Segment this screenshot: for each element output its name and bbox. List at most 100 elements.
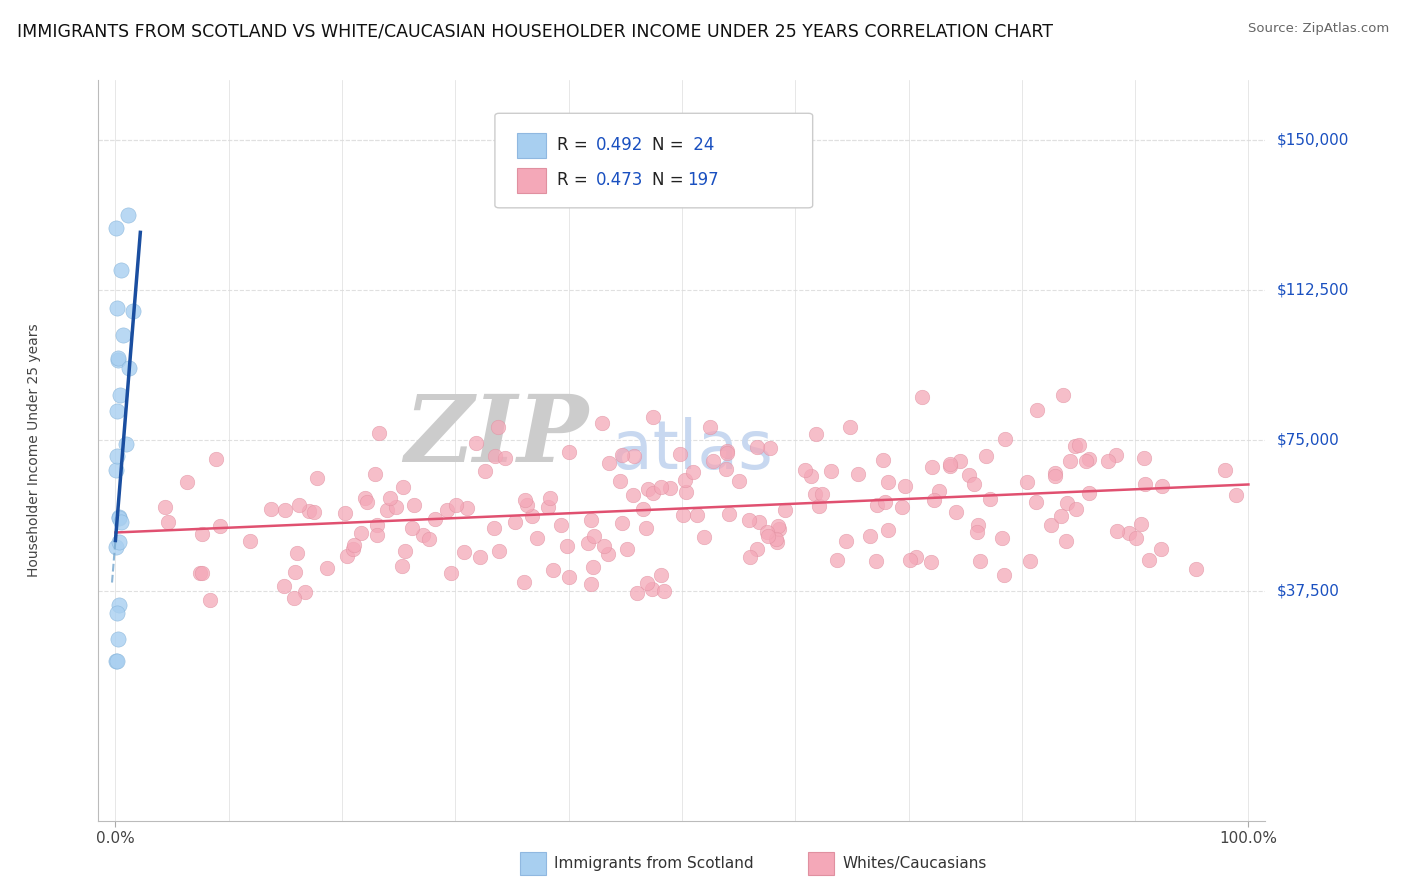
Point — [484, 449, 506, 463]
Point — [1059, 454, 1081, 468]
Point — [1040, 518, 1063, 533]
Point — [115, 437, 138, 451]
Text: 0.492: 0.492 — [596, 136, 644, 154]
Point — [1054, 534, 1077, 549]
Point — [105, 301, 128, 316]
Point — [979, 492, 1001, 507]
Point — [288, 498, 311, 512]
Point — [598, 547, 620, 561]
Point — [593, 539, 616, 553]
Point — [1052, 388, 1074, 402]
Point — [1050, 508, 1073, 523]
Point — [1118, 526, 1140, 541]
Point — [107, 511, 129, 525]
Point — [579, 577, 602, 591]
Point — [375, 503, 398, 517]
Point — [1225, 488, 1247, 502]
Text: R =: R = — [557, 136, 593, 154]
Point — [966, 517, 988, 532]
Point — [893, 479, 915, 493]
Point — [198, 592, 221, 607]
Point — [581, 559, 603, 574]
Point — [239, 534, 262, 549]
Point — [846, 467, 869, 482]
Point — [453, 544, 475, 558]
Point — [156, 515, 179, 529]
Point — [418, 532, 440, 546]
Point — [391, 559, 413, 574]
Point — [356, 495, 378, 509]
Point — [494, 451, 516, 466]
Point — [804, 427, 827, 442]
Point — [107, 353, 129, 368]
Point — [1043, 469, 1066, 483]
Point — [1074, 454, 1097, 468]
Point — [579, 513, 602, 527]
Point — [693, 530, 716, 544]
Point — [804, 486, 827, 500]
Point — [366, 528, 388, 542]
Point — [768, 522, 790, 536]
Text: Whites/Caucasians: Whites/Caucasians — [842, 856, 987, 871]
Point — [105, 449, 128, 463]
Point — [922, 492, 945, 507]
Point — [621, 488, 644, 502]
Point — [108, 535, 131, 549]
Point — [637, 483, 659, 497]
Text: atlas: atlas — [612, 417, 773, 483]
Point — [1019, 554, 1042, 568]
Point — [598, 457, 620, 471]
Text: 0.473: 0.473 — [596, 171, 644, 189]
Point — [949, 454, 972, 468]
Point — [1150, 479, 1173, 493]
Point — [643, 410, 665, 425]
Point — [208, 519, 231, 533]
Point — [682, 465, 704, 479]
Point — [1067, 438, 1090, 452]
Point — [716, 443, 738, 458]
Point — [738, 513, 761, 527]
Point — [191, 526, 214, 541]
Point — [1104, 449, 1126, 463]
Point — [1184, 561, 1206, 575]
Point — [945, 505, 967, 519]
Point — [1132, 451, 1154, 466]
Point — [659, 481, 682, 495]
Point — [641, 486, 664, 500]
Point — [747, 440, 769, 454]
Point — [105, 403, 128, 417]
Point — [117, 208, 139, 222]
Point — [520, 509, 543, 524]
Text: $150,000: $150,000 — [1277, 133, 1348, 148]
Point — [260, 501, 283, 516]
Point — [631, 501, 654, 516]
Point — [110, 263, 132, 277]
Point — [808, 499, 831, 513]
Point — [768, 519, 790, 533]
Point — [994, 432, 1017, 446]
Point — [354, 491, 377, 506]
Point — [446, 498, 468, 512]
Point — [273, 579, 295, 593]
Point — [110, 515, 132, 529]
Point — [104, 462, 127, 476]
Point — [513, 493, 536, 508]
Point — [872, 452, 894, 467]
Point — [835, 533, 858, 548]
Point — [702, 454, 724, 468]
Point — [392, 480, 415, 494]
Point — [591, 417, 613, 431]
Point — [368, 426, 391, 441]
Point — [350, 526, 373, 541]
Point — [765, 533, 787, 547]
Point — [302, 505, 325, 519]
Point — [904, 550, 927, 565]
Point — [1064, 439, 1087, 453]
Point — [336, 549, 359, 564]
Point — [728, 474, 751, 488]
Point — [440, 566, 463, 580]
Point — [1015, 475, 1038, 489]
Point — [366, 518, 388, 533]
Point — [957, 468, 980, 483]
Point — [557, 570, 579, 584]
